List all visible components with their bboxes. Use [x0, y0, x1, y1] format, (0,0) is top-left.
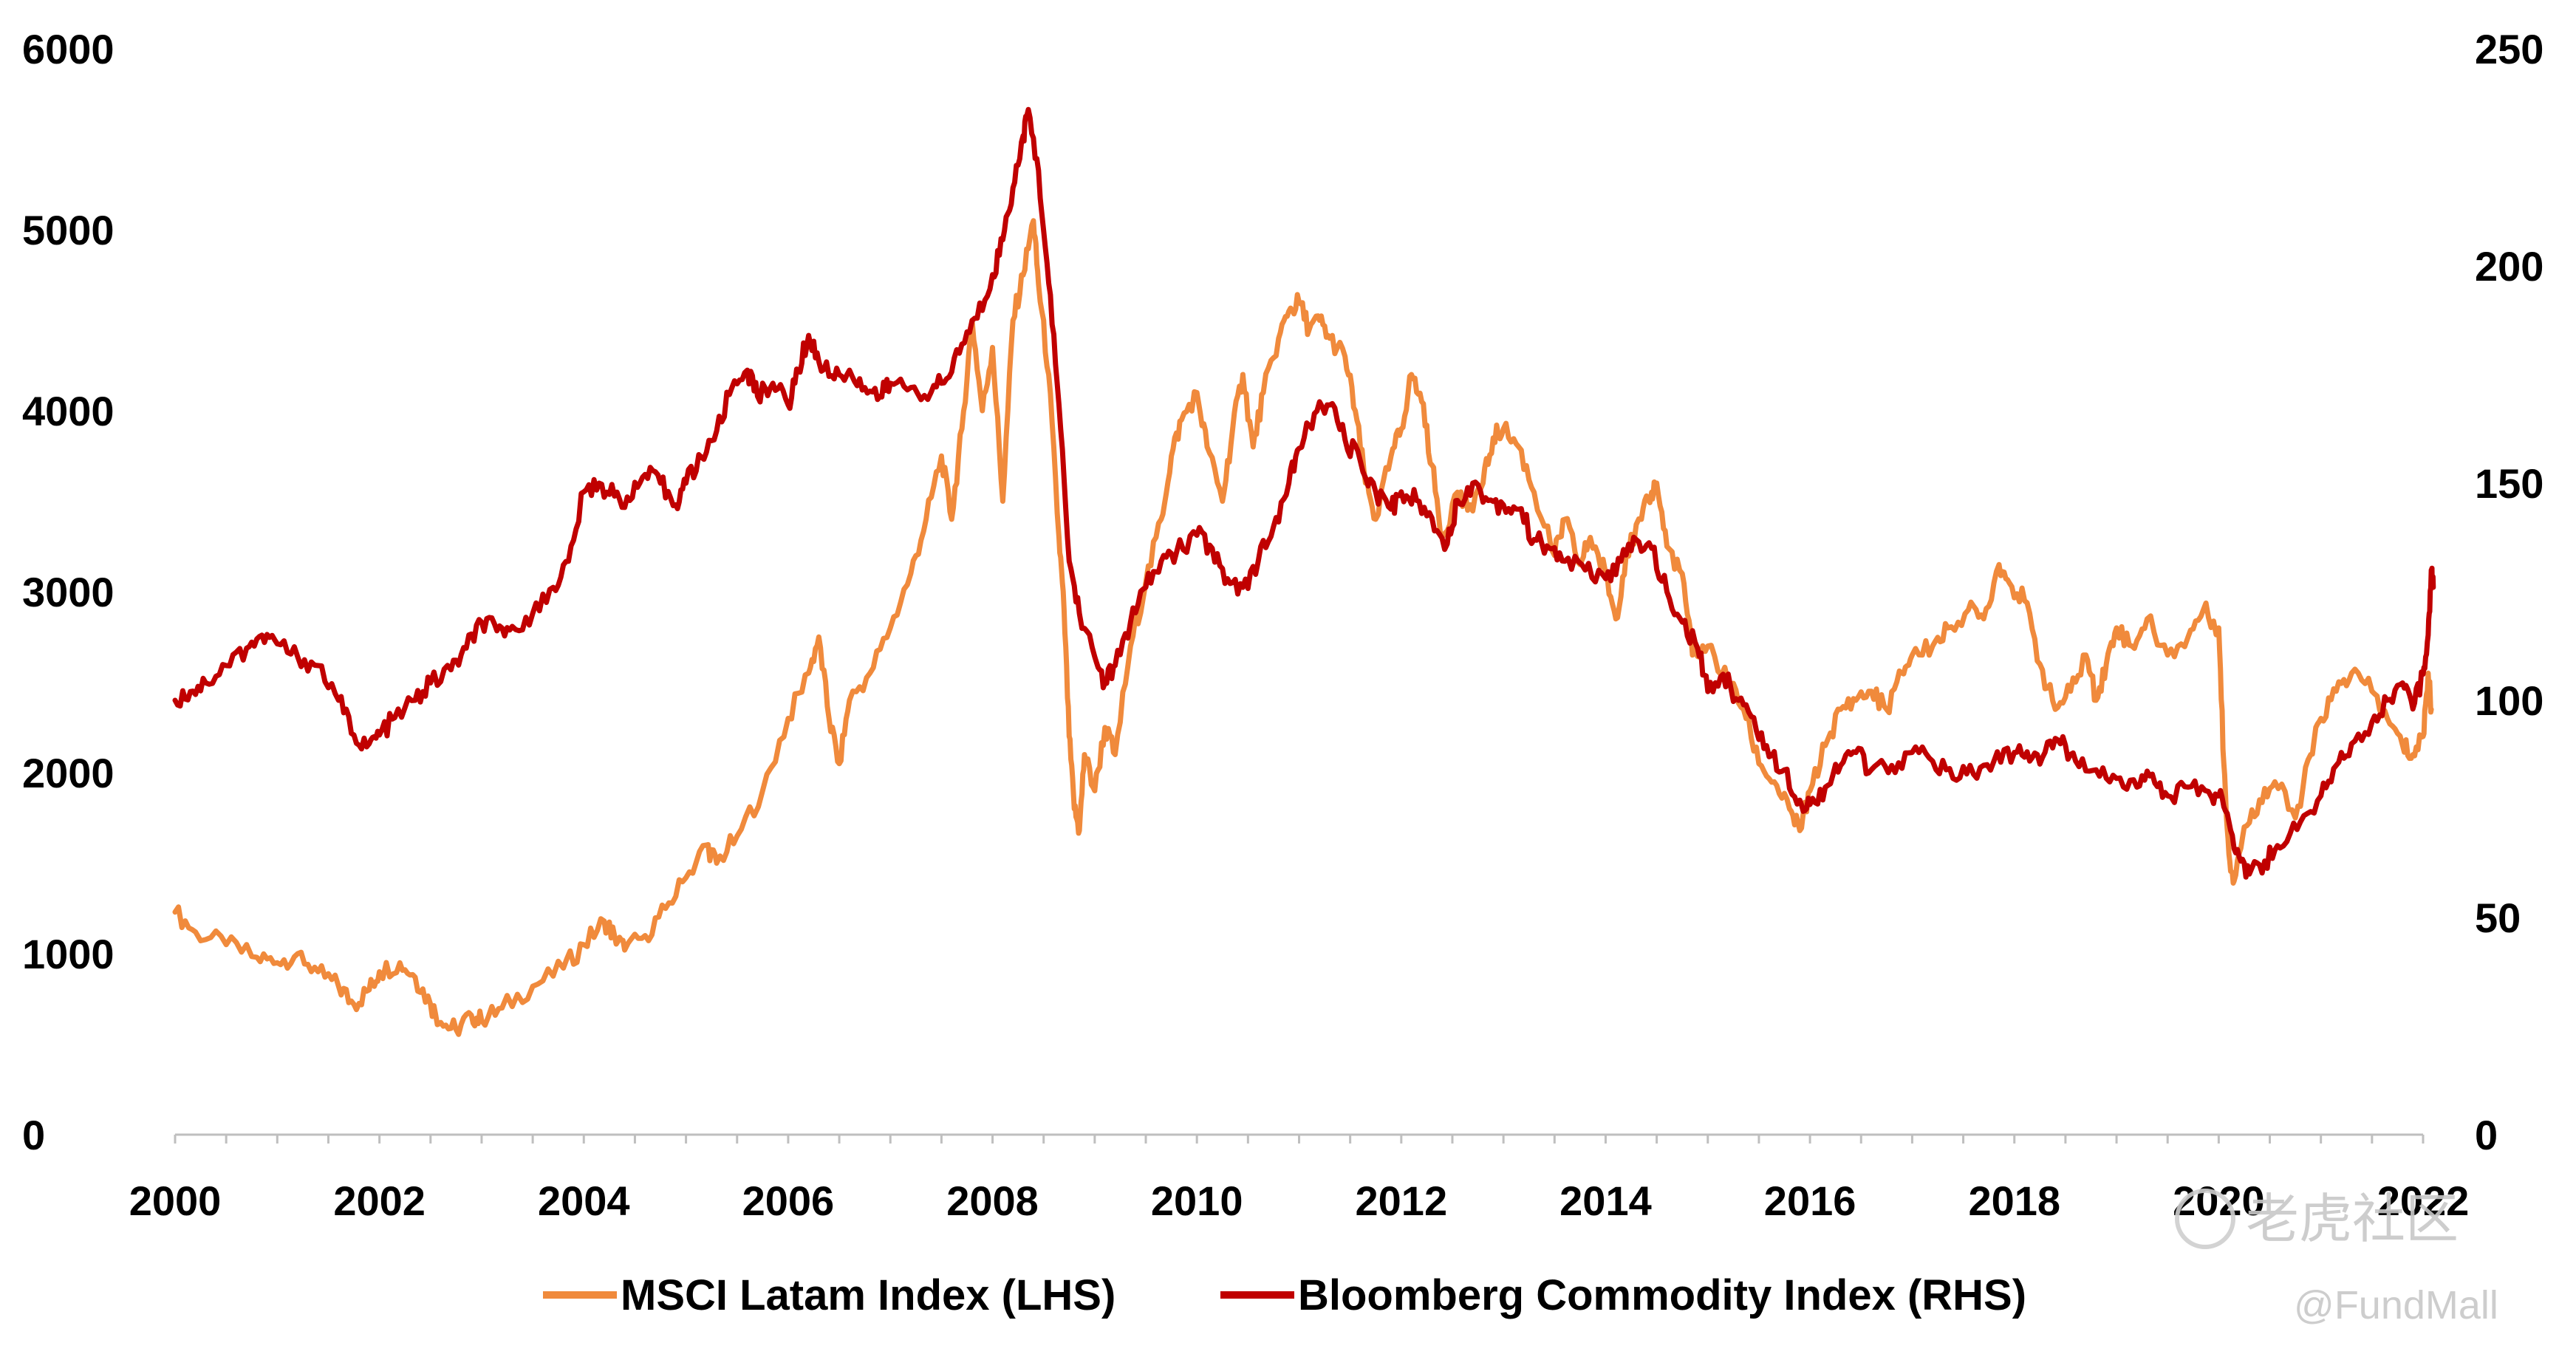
- right-tick-label: 200: [2475, 243, 2543, 290]
- left-tick-label: 3000: [22, 569, 115, 615]
- x-tick-label: 2020: [2173, 1177, 2265, 1224]
- x-tick-label: 2006: [742, 1177, 835, 1224]
- series-line-msci-latam: [172, 218, 2434, 1037]
- tiger-logo-icon: [2175, 1189, 2235, 1249]
- series-layer: [172, 106, 2436, 1037]
- x-tick-label: 2008: [946, 1177, 1039, 1224]
- x-tick-label: 2018: [1968, 1177, 2060, 1224]
- legend: MSCI Latam Index (LHS) Bloomberg Commodi…: [543, 1271, 2026, 1319]
- right-tick-label: 0: [2475, 1112, 2498, 1158]
- legend-label-msci: MSCI Latam Index (LHS): [621, 1271, 1116, 1319]
- left-tick-label: 0: [22, 1112, 45, 1158]
- left-tick-label: 6000: [22, 26, 115, 72]
- left-axis-tick-labels: 0 1000 2000 3000 4000 5000 6000: [22, 26, 115, 1158]
- legend-label-bcom: Bloomberg Commodity Index (RHS): [1298, 1271, 2026, 1319]
- watermark-brand: 老虎社区: [2246, 1190, 2459, 1249]
- right-tick-label: 50: [2475, 895, 2521, 941]
- x-tick-label: 2002: [333, 1177, 426, 1224]
- x-tick-label: 2014: [1559, 1177, 1652, 1224]
- left-tick-label: 5000: [22, 207, 115, 253]
- x-tick-label: 2010: [1151, 1177, 1243, 1224]
- x-tick-label: 2000: [129, 1177, 222, 1224]
- series-line-bloomberg-commodity: [172, 106, 2436, 880]
- x-tick-label: 2012: [1356, 1177, 1448, 1224]
- x-tick-label: 2022: [2377, 1177, 2470, 1224]
- right-tick-label: 250: [2475, 26, 2543, 72]
- left-tick-label: 4000: [22, 388, 115, 434]
- left-tick-label: 2000: [22, 750, 115, 796]
- watermark: 老虎社区 @FundMall: [2175, 1189, 2498, 1327]
- x-axis: 2000 2002 2004 2006 2008 2010 2012 2014 2016 2018…: [129, 1133, 2470, 1224]
- watermark-handle: @FundMall: [2294, 1283, 2498, 1327]
- right-tick-label: 150: [2475, 460, 2543, 507]
- x-tick-label: 2016: [1764, 1177, 1856, 1224]
- x-tick-label: 2004: [538, 1177, 630, 1224]
- left-tick-label: 1000: [22, 931, 115, 977]
- right-axis-tick-labels: 0 50 100 150 200 250: [2475, 26, 2543, 1158]
- right-tick-label: 100: [2475, 677, 2543, 724]
